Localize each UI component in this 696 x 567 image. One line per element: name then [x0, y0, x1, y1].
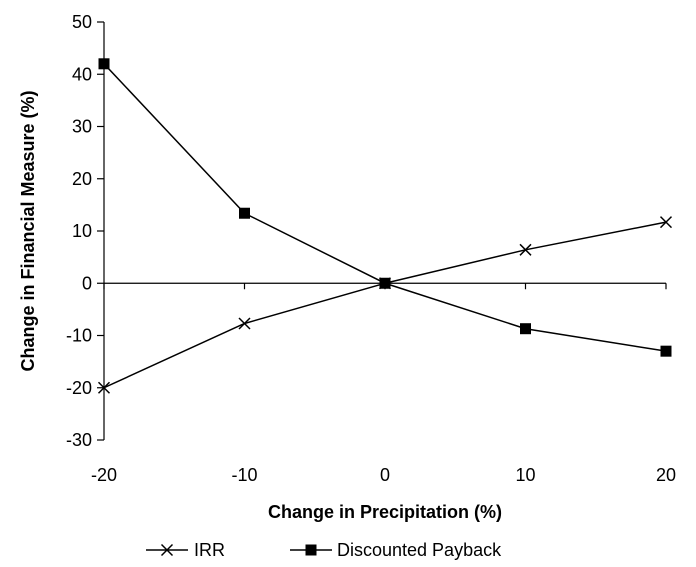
- x-tick-label: -20: [91, 465, 117, 485]
- x-axis-title: Change in Precipitation (%): [268, 502, 502, 522]
- y-tick-label: 20: [72, 169, 92, 189]
- y-tick-label: 50: [72, 12, 92, 32]
- axes: 50 40 30 20 10 0 -10 -20 -30 -20 -10 0 10 20: [66, 12, 676, 485]
- y-tick-label: -20: [66, 378, 92, 398]
- series-irr: [97, 216, 673, 394]
- y-tick-label: -30: [66, 430, 92, 450]
- y-tick-label: -10: [66, 326, 92, 346]
- legend-marker: [305, 544, 317, 556]
- data-point: [520, 323, 531, 335]
- x-tick-label: -10: [231, 465, 257, 485]
- legend-label: IRR: [194, 540, 225, 560]
- data-point: [98, 58, 110, 70]
- y-tick-label: 40: [72, 64, 92, 84]
- data-point: [238, 317, 251, 330]
- y-axis-title: Change in Financial Measure (%): [18, 90, 38, 371]
- series-discounted-payback: [98, 58, 672, 357]
- series-line: [103, 221, 667, 389]
- y-tick-label: 10: [72, 221, 92, 241]
- data-point: [379, 277, 391, 289]
- x-tick-label: 0: [380, 465, 390, 485]
- data-point: [660, 345, 672, 357]
- data-point: [97, 381, 111, 394]
- y-tick-label: 30: [72, 117, 92, 137]
- y-tick-label: 0: [82, 273, 92, 293]
- legend-label: Discounted Payback: [337, 540, 502, 560]
- x-tick-label: 10: [515, 465, 535, 485]
- legend: IRR Discounted Payback: [146, 540, 502, 560]
- data-point: [519, 243, 532, 256]
- legend-item: IRR: [146, 540, 225, 560]
- legend-item: Discounted Payback: [290, 540, 502, 560]
- legend-marker: [160, 543, 174, 557]
- data-point: [659, 216, 673, 229]
- data-point: [239, 207, 250, 219]
- series-line: [103, 63, 667, 352]
- x-tick-label: 20: [656, 465, 676, 485]
- series-layer: [97, 58, 673, 394]
